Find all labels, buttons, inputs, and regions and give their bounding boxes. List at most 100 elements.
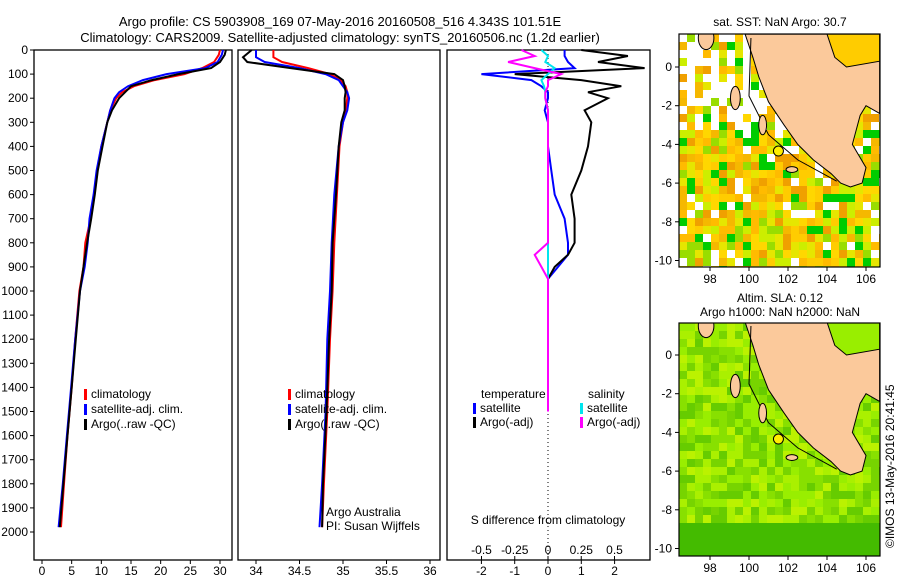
map-pixel — [783, 162, 791, 170]
map-pixel — [799, 483, 807, 491]
map-pixel — [751, 387, 759, 395]
map-pixel — [703, 483, 711, 491]
map-pixel — [823, 475, 831, 483]
map-pixel — [711, 507, 719, 515]
map-pixel — [871, 507, 879, 515]
map-pixel — [807, 242, 815, 250]
map-pixel — [863, 403, 871, 411]
map-pixel — [703, 419, 711, 427]
map-pixel — [735, 427, 743, 435]
map-pixel — [679, 242, 687, 250]
map-pixel — [735, 234, 743, 242]
map-pixel — [719, 178, 727, 186]
map-pixel — [871, 114, 879, 122]
map-pixel — [759, 475, 767, 483]
map-pixel — [775, 427, 783, 435]
map-pixel — [823, 507, 831, 515]
legend-swatch — [288, 389, 291, 400]
map-pixel — [687, 162, 695, 170]
map-pixel — [751, 170, 759, 178]
map-pixel — [871, 491, 879, 499]
map-pixel — [815, 218, 823, 226]
map-pixel — [799, 162, 807, 170]
map-pixel — [695, 82, 703, 90]
map-pixel — [815, 547, 823, 555]
map-pixel — [855, 411, 863, 419]
isobath-line — [748, 325, 837, 470]
map-pixel — [743, 427, 751, 435]
map-pixel — [871, 411, 879, 419]
map-pixel — [871, 523, 879, 531]
map-pixel — [823, 539, 831, 547]
map-pixel — [743, 226, 751, 234]
map-pixel — [719, 162, 727, 170]
map-pixel — [815, 491, 823, 499]
map-pixel — [815, 210, 823, 218]
map-frame — [678, 33, 881, 268]
map-pixel — [823, 226, 831, 234]
map-pixel — [727, 323, 735, 331]
map-pixel — [791, 483, 799, 491]
map-pixel — [679, 114, 687, 122]
map-pixel — [767, 186, 775, 194]
map-pixel — [743, 443, 751, 451]
map-pixel — [743, 507, 751, 515]
map-pixel — [703, 170, 711, 178]
map-pixel — [751, 202, 759, 210]
map-pixel — [767, 467, 775, 475]
map-pixel — [767, 411, 775, 419]
map-pixel — [727, 475, 735, 483]
y-tick-label: 100 — [8, 67, 28, 81]
map-pixel — [847, 258, 855, 266]
map-pixel — [823, 483, 831, 491]
map-pixel — [863, 531, 871, 539]
map-pixel — [687, 106, 695, 114]
map-pixel — [751, 451, 759, 459]
map-pixel — [863, 419, 871, 427]
lon-tick-label: 100 — [739, 561, 759, 575]
map-pixel — [815, 178, 823, 186]
map-pixel — [751, 515, 759, 523]
map-pixel — [695, 507, 703, 515]
map-pixel — [695, 467, 703, 475]
map-pixel — [759, 226, 767, 234]
map-pixel — [727, 154, 735, 162]
map-pixel — [863, 130, 871, 138]
map-pixel — [727, 339, 735, 347]
map-pixel — [687, 451, 695, 459]
map-pixel — [703, 507, 711, 515]
map-pixel — [839, 547, 847, 555]
map-pixel — [839, 226, 847, 234]
map-pixel — [695, 435, 703, 443]
map-pixel — [847, 194, 855, 202]
map-pixel — [807, 507, 815, 515]
map-pixel — [711, 218, 719, 226]
map-pixel — [863, 122, 871, 130]
map-pixel — [711, 178, 719, 186]
map-pixel — [831, 218, 839, 226]
map-pixel — [727, 499, 735, 507]
sumatra-land — [744, 323, 880, 476]
map-pixel — [815, 507, 823, 515]
lat-tick-label: -6 — [661, 176, 672, 190]
map-pixel — [743, 331, 751, 339]
map-pixel — [727, 355, 735, 363]
map-pixel — [735, 58, 743, 66]
map-pixel — [679, 162, 687, 170]
map-pixel — [703, 226, 711, 234]
map-pixel — [743, 202, 751, 210]
map-pixel — [783, 467, 791, 475]
map-pixel — [743, 234, 751, 242]
map-pixel — [775, 515, 783, 523]
map-pixel — [799, 459, 807, 467]
map-pixel — [855, 435, 863, 443]
map-pixel — [735, 50, 743, 58]
map-pixel — [679, 98, 687, 106]
lat-tick-label: -8 — [661, 503, 672, 517]
map-pixel — [823, 250, 831, 258]
map-pixel — [783, 459, 791, 467]
map-pixel — [783, 491, 791, 499]
map-pixel — [799, 186, 807, 194]
map-pixel — [807, 226, 815, 234]
map-pixel — [871, 531, 879, 539]
